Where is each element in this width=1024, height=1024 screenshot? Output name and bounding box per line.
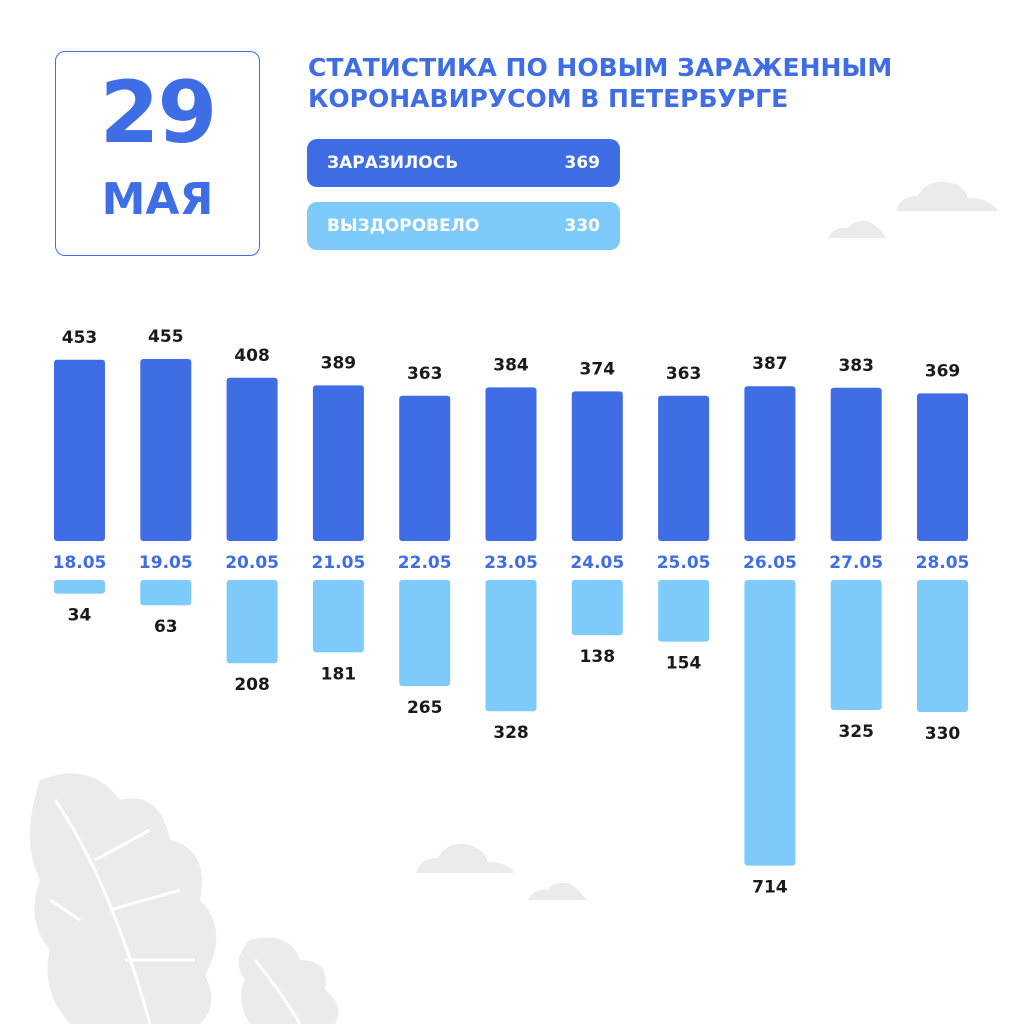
legend-recovered: ВЫЗДОРОВЕЛО 330: [307, 202, 620, 250]
cloud-icon: [828, 220, 886, 238]
legend-infected-label: ЗАРАЗИЛОСЬ: [327, 153, 459, 173]
bar-infected: [830, 387, 882, 541]
bar-recovered: [658, 580, 710, 642]
x-tick-label: 21.05: [312, 553, 366, 573]
data-label-infected: 408: [234, 346, 270, 366]
bar-infected: [54, 359, 105, 541]
bar-infected: [744, 386, 796, 541]
legend-recovered-value: 330: [564, 216, 601, 236]
bar-recovered: [830, 580, 882, 710]
cloud-icon: [416, 843, 514, 873]
bar-recovered: [744, 580, 796, 866]
legend-infected: ЗАРАЗИЛОСЬ 369: [307, 139, 620, 187]
bar-infected: [485, 387, 537, 541]
data-label-recovered: 138: [580, 647, 616, 667]
bar-recovered: [140, 580, 192, 606]
data-label-recovered: 63: [154, 617, 178, 637]
bar-recovered: [312, 580, 364, 653]
bar-infected: [571, 391, 623, 541]
data-label-recovered: 330: [925, 724, 961, 744]
data-label-recovered: 325: [838, 722, 874, 742]
data-label-recovered: 34: [68, 606, 92, 626]
data-label-infected: 383: [838, 356, 874, 376]
data-label-recovered: 714: [752, 878, 788, 898]
bar-recovered: [226, 580, 278, 664]
data-label-infected: 363: [407, 364, 443, 384]
bar-infected: [399, 395, 451, 541]
data-label-infected: 389: [321, 353, 357, 373]
data-label-infected: 453: [62, 328, 98, 348]
title-line-1: СТАТИСТИКА ПО НОВЫМ ЗАРАЖЕННЫМ: [308, 53, 893, 82]
bar-infected: [312, 385, 364, 541]
title-line-2: КОРОНАВИРУСОМ В ПЕТЕРБУРГЕ: [308, 84, 789, 113]
data-label-infected: 374: [580, 359, 616, 379]
legend-recovered-label: ВЫЗДОРОВЕЛО: [327, 216, 480, 236]
bar-infected: [226, 377, 278, 541]
date-card: 29 МАЯ: [55, 51, 260, 256]
data-label-infected: 363: [666, 364, 702, 384]
leaf-veins: [49, 799, 302, 1024]
bar-infected: [658, 395, 710, 541]
bar-recovered: [485, 580, 537, 712]
bar-infected: [140, 359, 192, 541]
data-label-infected: 455: [148, 327, 184, 347]
data-label-infected: 384: [493, 355, 529, 375]
data-label-recovered: 208: [234, 675, 270, 695]
data-label-infected: 369: [925, 361, 961, 381]
data-label-recovered: 154: [666, 654, 702, 674]
x-tick-label: 27.05: [829, 553, 883, 573]
date-month: МАЯ: [101, 174, 214, 225]
data-label-infected: 387: [752, 354, 788, 374]
cloud-icon: [896, 181, 998, 211]
page-title: СТАТИСТИКА ПО НОВЫМ ЗАРАЖЕННЫМ КОРОНАВИР…: [308, 52, 988, 114]
x-tick-label: 25.05: [657, 553, 711, 573]
x-tick-label: 24.05: [570, 553, 624, 573]
date-day: 29: [99, 63, 218, 163]
bar-recovered: [917, 580, 968, 712]
x-tick-label: 19.05: [139, 553, 193, 573]
x-tick-label: 26.05: [743, 553, 797, 573]
data-label-recovered: 265: [407, 698, 443, 718]
cloud-icon: [528, 882, 586, 900]
x-tick-label: 18.05: [53, 553, 107, 573]
bar-infected: [917, 393, 968, 541]
data-label-recovered: 328: [493, 723, 529, 743]
data-label-recovered: 181: [321, 664, 357, 684]
x-tick-label: 28.05: [916, 553, 970, 573]
x-tick-label: 23.05: [484, 553, 538, 573]
x-tick-label: 22.05: [398, 553, 452, 573]
bar-recovered: [54, 580, 105, 594]
x-tick-label: 20.05: [225, 553, 279, 573]
bar-recovered: [571, 580, 623, 636]
legend-infected-value: 369: [564, 153, 601, 173]
bar-recovered: [399, 580, 451, 686]
